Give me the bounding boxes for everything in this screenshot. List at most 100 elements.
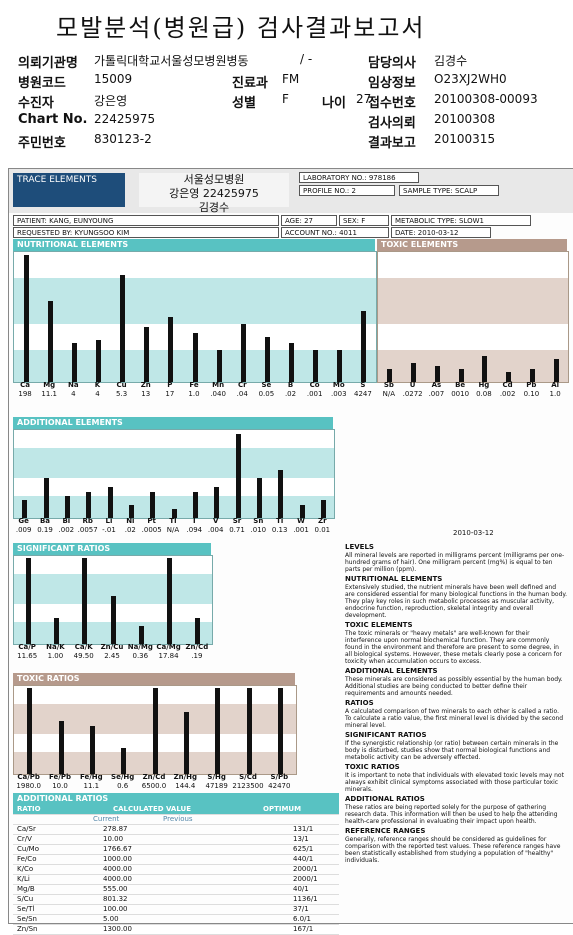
element-symbol: Se bbox=[261, 381, 272, 389]
chart-bar bbox=[110, 595, 116, 644]
chart-bar bbox=[168, 317, 174, 382]
additional-chart bbox=[13, 429, 335, 519]
chart-bar bbox=[216, 349, 222, 382]
chart-bar bbox=[192, 332, 198, 382]
element-symbol: Pt bbox=[147, 517, 156, 525]
element-value: .004 bbox=[207, 526, 224, 534]
element-symbol: Ge bbox=[18, 517, 29, 525]
element-value: .010 bbox=[250, 526, 267, 534]
element-symbol: Cd bbox=[502, 381, 513, 389]
chart-bar bbox=[215, 687, 221, 774]
table-cell: 131/1 bbox=[293, 825, 314, 833]
reference-band bbox=[14, 478, 334, 496]
reference-band bbox=[14, 252, 376, 278]
header-row: 의뢰기관명 가톨릭대학교서울성모병원병동 / - 담당의사 김경수 bbox=[18, 52, 568, 72]
text-heading: ADDITIONAL RATIOS bbox=[345, 795, 425, 803]
toxic-ratios-chart bbox=[13, 685, 297, 775]
chart-bar bbox=[506, 371, 512, 382]
table-cell: 1136/1 bbox=[293, 895, 318, 903]
label-patient: 수진자 bbox=[18, 96, 54, 111]
lab-name: TRACE ELEMENTS bbox=[17, 175, 97, 185]
text-heading: REFERENCE RANGES bbox=[345, 827, 426, 835]
element-symbol: Ca/P bbox=[18, 643, 36, 651]
toxic-labels: Sb N/A U .0272 As .007 Be 0010 Hg 0.08 Cd .002 Pb 0.1… bbox=[377, 381, 567, 399]
text-heading: LEVELS bbox=[345, 543, 374, 551]
element-symbol: U bbox=[409, 381, 416, 389]
value-hospital-code: 15009 bbox=[94, 72, 133, 86]
element-symbol: Sn bbox=[253, 517, 264, 525]
chart-bar bbox=[167, 557, 173, 644]
element-value: 42470 bbox=[268, 782, 291, 790]
element-symbol: Ca/K bbox=[74, 643, 93, 651]
table-row: Cr/V 10.00 13/1 bbox=[13, 835, 339, 845]
hair-analysis-report: TRACE ELEMENTS 서울성모병원 강은영 22425975 김경수 L… bbox=[8, 168, 573, 935]
nutritional-chart bbox=[13, 251, 377, 383]
text-paragraph: Generally, reference ranges should be co… bbox=[345, 836, 561, 864]
table-row: Cu/Mo 1766.67 625/1 bbox=[13, 845, 339, 855]
text-heading: TOXIC ELEMENTS bbox=[345, 621, 413, 629]
table-cell: Zn/Sn bbox=[17, 925, 38, 933]
element-value: 1.00 bbox=[47, 652, 64, 660]
reference-band bbox=[14, 447, 334, 479]
chart-bar bbox=[264, 336, 270, 382]
section-toxic: TOXIC ELEMENTS bbox=[377, 239, 567, 251]
value-result-report: 20100315 bbox=[434, 132, 496, 146]
value-patient: 강은영 bbox=[94, 94, 128, 108]
element-value: 0.01 bbox=[314, 526, 331, 534]
table-cell: 5.00 bbox=[103, 915, 119, 923]
text-paragraph: A calculated comparison of two minerals … bbox=[345, 708, 564, 729]
element-symbol: V bbox=[212, 517, 219, 525]
element-symbol: Bi bbox=[62, 517, 71, 525]
column-subheader: Current bbox=[93, 815, 120, 823]
element-symbol: I bbox=[193, 517, 196, 525]
column-subheader: Previous bbox=[163, 815, 193, 823]
patient-header: 의뢰기관명 가톨릭대학교서울성모병원병동 / - 담당의사 김경수 병원코드 1… bbox=[0, 52, 573, 154]
section-toxic-ratios: TOXIC RATIOS bbox=[13, 673, 295, 685]
table-row: Zn/Sn 1300.00 167/1 bbox=[13, 925, 339, 935]
reference-band bbox=[378, 278, 568, 324]
label-institution: 의뢰기관명 bbox=[18, 56, 78, 71]
element-value: N/A bbox=[382, 390, 396, 398]
header-row: 수진자 강은영 성별 F 나이 27 접수번호 20100308-00093 bbox=[18, 92, 568, 112]
table-cell: Cu/Mo bbox=[17, 845, 40, 853]
element-symbol: Na/Mg bbox=[127, 643, 153, 651]
element-symbol: Ba bbox=[39, 517, 51, 525]
element-value: 4 bbox=[95, 390, 100, 398]
chart-bar bbox=[256, 478, 262, 518]
label-department: 진료과 bbox=[232, 76, 268, 91]
chart-bar bbox=[553, 358, 559, 382]
label-sex: 성별 bbox=[232, 96, 256, 111]
text-heading: RATIOS bbox=[345, 699, 374, 707]
text-heading: ADDITIONAL ELEMENTS bbox=[345, 667, 438, 675]
table-row: Se/Tl 100.00 37/1 bbox=[13, 905, 339, 915]
element-value: 49.50 bbox=[73, 652, 94, 660]
text-heading: SIGNIFICANT RATIOS bbox=[345, 731, 427, 739]
value-ward: / - bbox=[300, 52, 313, 66]
label-result-report: 결과보고 bbox=[368, 136, 416, 151]
table-cell: 40/1 bbox=[293, 885, 309, 893]
chart-bar bbox=[214, 487, 220, 518]
element-symbol: Se/Hg bbox=[111, 773, 135, 781]
chart-bar bbox=[183, 712, 189, 774]
element-symbol: B bbox=[287, 381, 294, 389]
chart-bar bbox=[138, 626, 144, 644]
value-doctor: 김경수 bbox=[434, 54, 468, 68]
text-paragraph: The toxic minerals or "heavy metals" are… bbox=[345, 630, 562, 665]
element-symbol: Ca/Mg bbox=[156, 643, 181, 651]
chart-bar bbox=[337, 349, 343, 382]
element-symbol: Fe/Hg bbox=[79, 773, 103, 781]
chart-bar bbox=[289, 343, 295, 382]
element-value: .0272 bbox=[402, 390, 423, 398]
reference-band bbox=[14, 496, 334, 518]
reference-band bbox=[14, 430, 334, 448]
chart-bar bbox=[107, 487, 113, 518]
element-value: .0057 bbox=[77, 526, 98, 534]
reference-band bbox=[14, 278, 376, 324]
element-value: 11.1 bbox=[83, 782, 100, 790]
element-symbol: Hg bbox=[478, 381, 490, 389]
label-hospital-code: 병원코드 bbox=[18, 76, 66, 91]
value-clinical-info: O23XJ2WH0 bbox=[434, 72, 507, 86]
toxic-ratios-labels: Ca/Pb 1980.0 Fe/Pb 10.0 Fe/Hg 11.1 Se/Hg 0.6 Zn/… bbox=[13, 773, 295, 791]
profile-number: PROFILE NO.: 2 bbox=[299, 185, 395, 196]
label-test-request: 검사의뢰 bbox=[368, 116, 416, 131]
